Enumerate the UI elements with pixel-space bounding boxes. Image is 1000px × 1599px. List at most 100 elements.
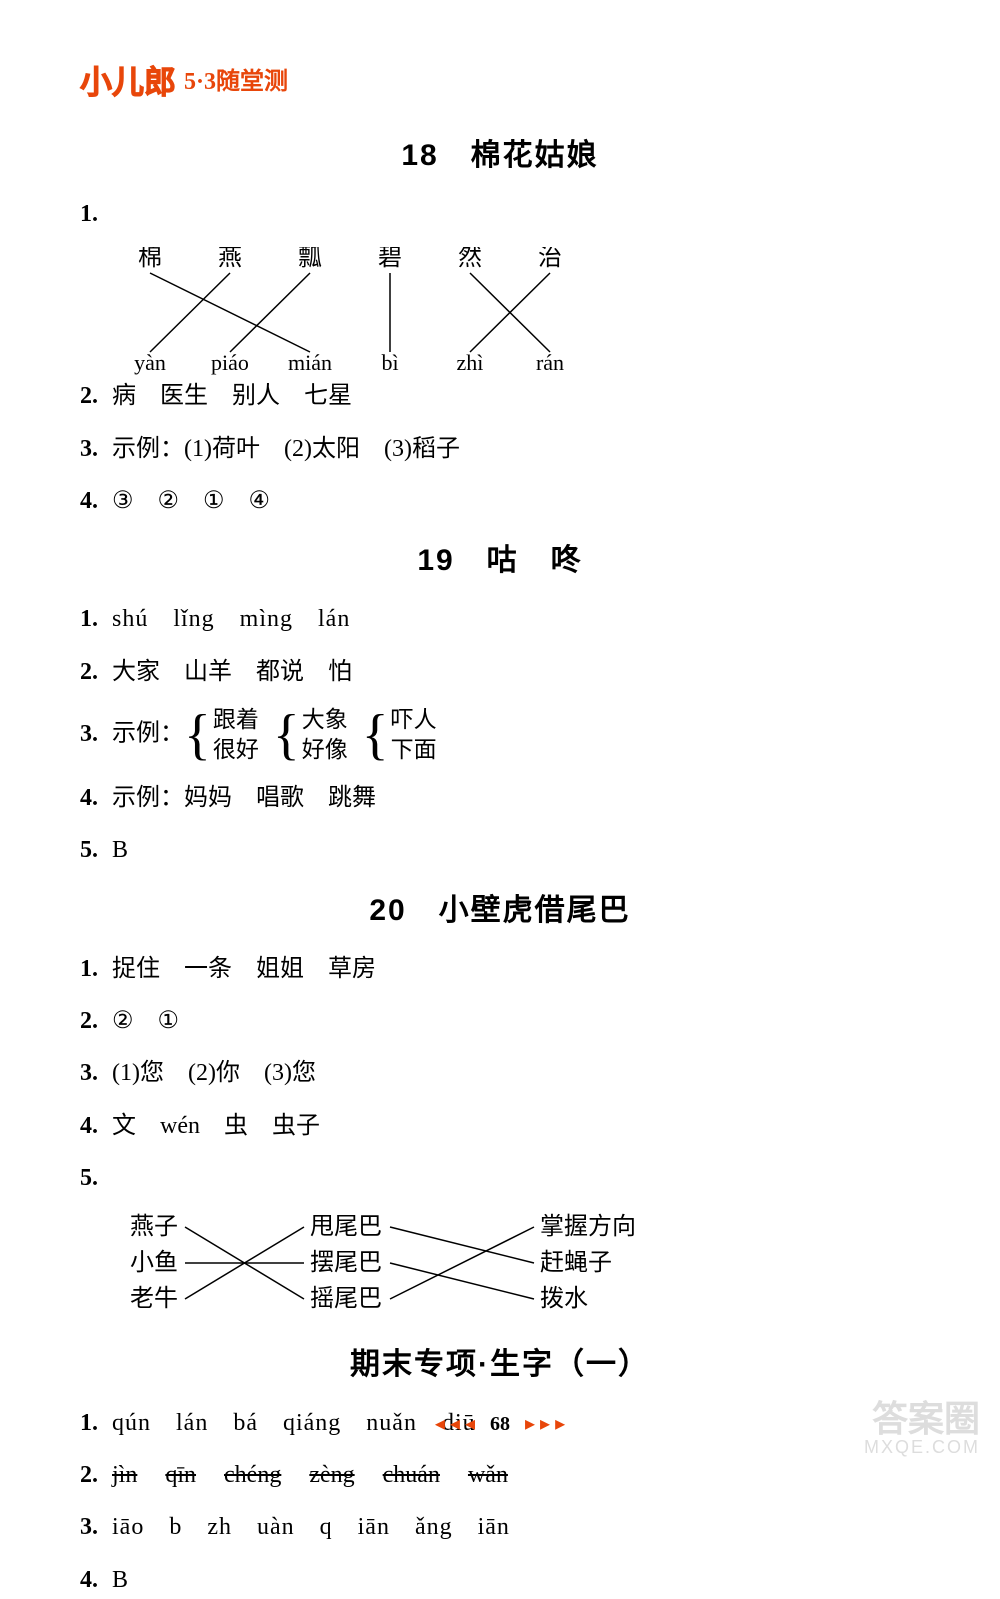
section-title: 期末专项·生字（一） [80, 1344, 920, 1386]
strike-text: jìn [112, 1456, 137, 1494]
section-title: 20 小壁虎借尾巴 [80, 890, 920, 932]
footer-arrows-left: ◂ ◂ ◂ [435, 1413, 475, 1435]
answer-item: 3.示例：{跟着很好{大象好像{吓人下面 [80, 705, 920, 765]
item-text: shú lǐng mìng lán [112, 606, 350, 632]
svg-text:赶蝇子: 赶蝇子 [540, 1249, 612, 1276]
logo-area: 小儿郎 5·3随堂测 [80, 60, 920, 105]
bracket-group: {跟着很好 [184, 705, 259, 765]
item-text: 大家 山羊 都说 怕 [112, 659, 352, 685]
svg-text:碧: 碧 [378, 247, 402, 271]
matching-diagram: 棉燕瓢碧然治yànpiáomiánbìzhìrán [110, 247, 630, 377]
section-title: 18 棉花姑娘 [80, 135, 920, 177]
svg-text:摇尾巴: 摇尾巴 [310, 1285, 382, 1312]
svg-text:rán: rán [536, 350, 564, 375]
stack-item: 下面 [391, 735, 437, 765]
item-number: 2. [80, 653, 112, 691]
strike-text: wǎn [468, 1456, 508, 1494]
answer-item: 3.(1)您 (2)你 (3)您 [80, 1054, 920, 1092]
brand-sub: 5·3随堂测 [184, 66, 288, 100]
item-number: 3. [80, 1508, 112, 1546]
svg-text:zhì: zhì [457, 350, 484, 375]
answer-item: 5.B [80, 831, 920, 869]
content-area: 18 棉花姑娘1.棉燕瓢碧然治yànpiáomiánbìzhìrán2.病 医生… [80, 135, 920, 1599]
stack-item: 吓人 [391, 705, 437, 735]
item-number: 1. [80, 600, 112, 638]
answer-item: 1.shú lǐng mìng lán [80, 600, 920, 638]
answer-item: 2.② ① [80, 1002, 920, 1040]
watermark: 答案圈 MXQE.COM [864, 1399, 980, 1458]
svg-text:piáo: piáo [211, 350, 249, 375]
answer-item: 1.捉住 一条 姐姐 草房 [80, 950, 920, 988]
watermark-line1: 答案圈 [864, 1399, 980, 1439]
svg-text:老牛: 老牛 [130, 1285, 178, 1312]
item-number: 2. [80, 377, 112, 415]
matching-3col-diagram: 燕子小鱼老牛 甩尾巴摆尾巴摇尾巴 掌握方向赶蝇子拨水 [110, 1212, 730, 1324]
answer-item: 2.病 医生 别人 七星 [80, 377, 920, 415]
svg-text:治: 治 [538, 247, 562, 271]
answer-item: 1. [80, 195, 920, 233]
answer-item: 4.文 wén 虫 虫子 [80, 1107, 920, 1145]
bracket-icon: { [184, 713, 211, 758]
item-text: B [112, 1567, 128, 1593]
bracket-group: {吓人下面 [362, 705, 437, 765]
brand-text: 小儿郎 [80, 60, 176, 105]
svg-text:瓢: 瓢 [298, 247, 322, 271]
bracket-icon: { [362, 713, 389, 758]
item-text: 文 wén 虫 虫子 [112, 1113, 320, 1139]
item-number: 3. [80, 715, 112, 753]
bracket-icon: { [273, 713, 300, 758]
answer-item: 4.示例：妈妈 唱歌 跳舞 [80, 779, 920, 817]
item-number: 1. [80, 195, 112, 233]
item-number: 4. [80, 1561, 112, 1599]
bracket-stack: 大象好像 [302, 705, 348, 765]
bracket-stack: 吓人下面 [391, 705, 437, 765]
svg-text:拨水: 拨水 [540, 1285, 588, 1312]
svg-text:然: 然 [458, 247, 482, 271]
bracket-group: {大象好像 [273, 705, 348, 765]
item-number: 1. [80, 950, 112, 988]
svg-text:掌握方向: 掌握方向 [540, 1213, 636, 1240]
item-number: 4. [80, 779, 112, 817]
svg-text:yàn: yàn [134, 350, 166, 375]
footer-arrows-right: ▸ ▸ ▸ [525, 1413, 565, 1435]
bracket-stack: 跟着很好 [213, 705, 259, 765]
answer-item: 2.jìnqīnchéngzèngchuánwǎn [80, 1456, 920, 1494]
page-footer: ◂ ◂ ◂ 68 ▸ ▸ ▸ [0, 1410, 1000, 1438]
item-prefix: 示例： [112, 721, 184, 747]
strike-text: zèng [309, 1456, 354, 1494]
item-number: 4. [80, 482, 112, 520]
section-title: 19 咕 咚 [80, 540, 920, 582]
item-number: 3. [80, 430, 112, 468]
stack-item: 跟着 [213, 705, 259, 735]
item-number: 5. [80, 831, 112, 869]
item-text: 示例：妈妈 唱歌 跳舞 [112, 785, 376, 811]
svg-text:燕: 燕 [218, 247, 242, 271]
strike-text: chéng [224, 1456, 281, 1494]
item-text: 病 医生 别人 七星 [112, 383, 352, 409]
stack-item: 大象 [302, 705, 348, 735]
watermark-line2: MXQE.COM [864, 1438, 980, 1458]
item-text: 捉住 一条 姐姐 草房 [112, 956, 376, 982]
item-number: 3. [80, 1054, 112, 1092]
svg-text:摆尾巴: 摆尾巴 [310, 1249, 382, 1276]
item-text: 示例：(1)荷叶 (2)太阳 (3)稻子 [112, 436, 460, 462]
svg-text:小鱼: 小鱼 [130, 1249, 178, 1276]
svg-text:mián: mián [288, 350, 332, 375]
svg-text:bì: bì [381, 350, 398, 375]
strike-text: chuán [383, 1456, 440, 1494]
svg-text:燕子: 燕子 [130, 1213, 178, 1240]
svg-text:甩尾巴: 甩尾巴 [310, 1214, 382, 1240]
answer-item: 3.iāo b zh uàn q iān ǎng iān [80, 1508, 920, 1546]
item-text: ② ① [112, 1008, 179, 1034]
answer-item: 2.大家 山羊 都说 怕 [80, 653, 920, 691]
item-number: 2. [80, 1002, 112, 1040]
stack-item: 很好 [213, 735, 259, 765]
answer-item: 4.③ ② ① ④ [80, 482, 920, 520]
answer-item: 5. [80, 1159, 920, 1197]
answer-item: 3.示例：(1)荷叶 (2)太阳 (3)稻子 [80, 430, 920, 468]
item-text: (1)您 (2)你 (3)您 [112, 1060, 316, 1086]
item-text: ③ ② ① ④ [112, 488, 270, 514]
item-number: 4. [80, 1107, 112, 1145]
item-number: 2. [80, 1456, 112, 1494]
item-number: 5. [80, 1159, 112, 1197]
